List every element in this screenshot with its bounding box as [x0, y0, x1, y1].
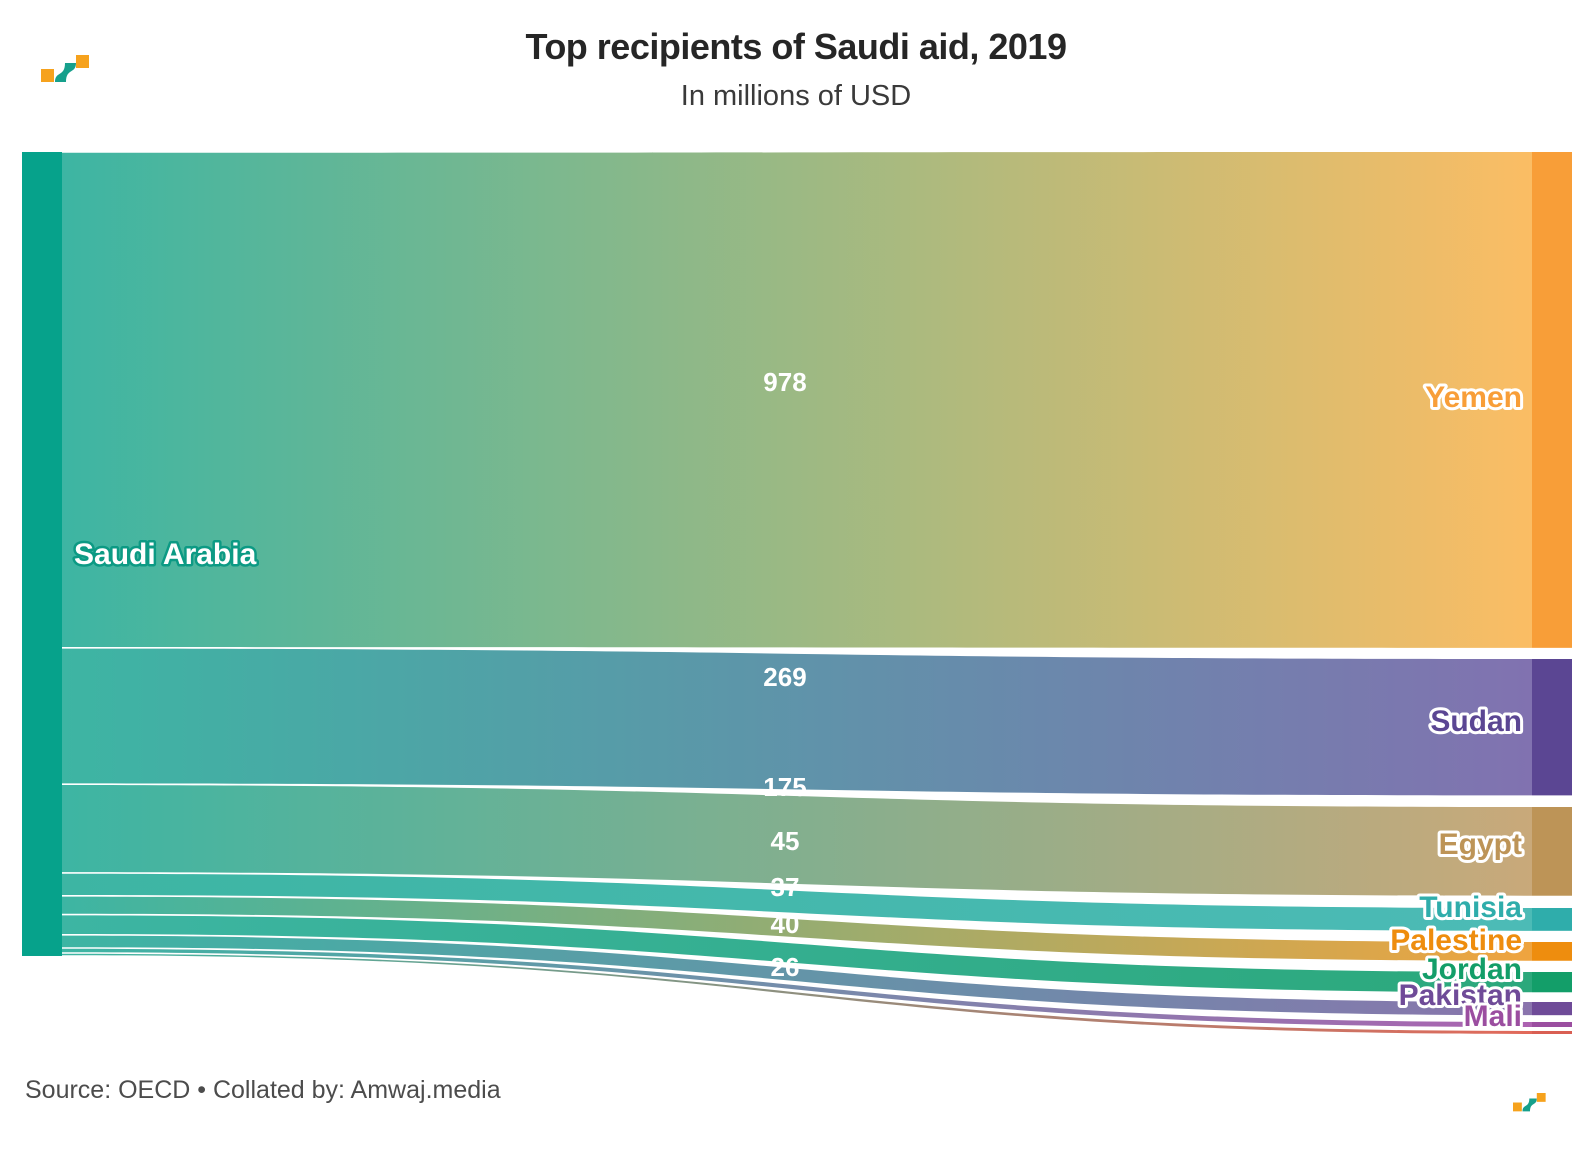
node-label-jordan: Jordan — [1422, 953, 1522, 986]
link-value-yemen: 978 — [763, 367, 806, 397]
sankey-link-pakistan — [62, 935, 1532, 1016]
sankey-link-tunisia — [62, 873, 1532, 931]
node-label-yemen: Yemen — [1425, 381, 1522, 414]
amwaj-media-logo — [41, 55, 89, 82]
node-sudan — [1532, 659, 1572, 796]
node-label-palestine: Palestine — [1390, 924, 1522, 957]
logo-orange-square — [1513, 1102, 1522, 1112]
sankey-link-egypt — [62, 785, 1532, 896]
node-yemen — [1532, 152, 1572, 648]
node-pakistan — [1532, 1002, 1572, 1016]
sankey-link-sudan — [62, 648, 1532, 796]
sankey-link-unlabeled — [62, 953, 1532, 1034]
node-jordan — [1532, 972, 1572, 993]
logo-orange-square — [1536, 1093, 1546, 1102]
node-egypt — [1532, 807, 1572, 896]
link-value-tunisia: 45 — [771, 826, 800, 856]
source-credit: Source: OECD • Collated by: Amwaj.media — [25, 1076, 501, 1104]
amwaj-media-logo — [1513, 1093, 1546, 1112]
node-palestine — [1532, 942, 1572, 961]
node-label-sudan: Sudan — [1430, 705, 1522, 738]
node-tunisia — [1532, 908, 1572, 931]
node-label-tunisia: Tunisia — [1419, 891, 1522, 924]
page-title: Top recipients of Saudi aid, 2019 — [525, 26, 1067, 67]
node-mali — [1532, 1022, 1572, 1027]
node-label-mali: Mali — [1464, 1000, 1522, 1033]
link-value-palestine: 37 — [771, 872, 800, 902]
page-subtitle: In millions of USD — [680, 80, 912, 112]
logo-orange-square — [41, 69, 54, 82]
node-label-pakistan: Pakistan — [1399, 979, 1522, 1012]
sankey-link-jordan — [62, 915, 1532, 993]
logo-orange-square — [76, 55, 89, 68]
node-saudi-arabia — [22, 152, 62, 956]
link-value-jordan: 40 — [771, 909, 800, 939]
link-value-pakistan: 26 — [771, 952, 800, 982]
node-unlabeled — [1532, 1031, 1572, 1034]
node-label-egypt: Egypt — [1439, 828, 1522, 861]
sankey-link-yemen — [62, 152, 1532, 648]
node-label-saudi-arabia: Saudi Arabia — [74, 538, 257, 571]
logo-teal-wave — [1522, 1098, 1537, 1112]
sankey-link-mali — [62, 948, 1532, 1027]
link-value-egypt: 175 — [763, 772, 806, 802]
logo-teal-wave — [55, 63, 76, 82]
sankey-link-palestine — [62, 896, 1532, 961]
link-value-sudan: 269 — [763, 662, 806, 692]
